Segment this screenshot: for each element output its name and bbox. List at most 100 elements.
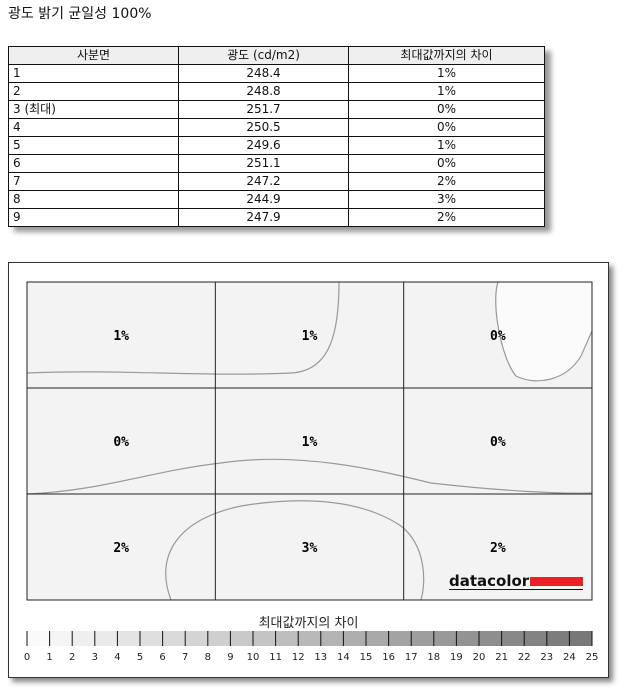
- scale-tick-label: 15: [360, 652, 373, 663]
- scale-tick-label: 10: [247, 652, 260, 663]
- table-row: 1 248.4 1%: [8, 64, 545, 83]
- scale-segment: [366, 631, 390, 646]
- scale-tick-label: 16: [382, 652, 395, 663]
- scale-segment: [140, 631, 164, 646]
- scale-segment: [162, 631, 186, 646]
- table-row: 8 244.9 3%: [8, 190, 545, 209]
- scale-tick-label: 5: [137, 652, 143, 663]
- scale-tick-label: 21: [495, 652, 508, 663]
- scale-tick-label: 0: [24, 652, 30, 663]
- scale-tick-label: 6: [159, 652, 165, 663]
- scale-tick-label: 8: [205, 652, 211, 663]
- scale-segment: [298, 631, 322, 646]
- scale-segment: [27, 631, 51, 646]
- scale-tick-label: 22: [518, 652, 531, 663]
- scale-tick-label: 7: [182, 652, 188, 663]
- difference-cell: 2%: [348, 172, 545, 191]
- heatmap-background: [27, 282, 592, 600]
- page-title: 광도 밝기 균일성 100%: [8, 6, 152, 22]
- scale-segment: [433, 631, 457, 646]
- scale-segment: [320, 631, 344, 646]
- table-row: 5 249.6 1%: [8, 136, 545, 155]
- scale-segment: [207, 631, 231, 646]
- uniformity-heatmap: 1% 1% 0%0% 1% 0%2% 3% 2%0 1 2 3 4 5 6 7 8 9 10 11 12 13 14 15…: [24, 281, 598, 663]
- table-row: 4 250.5 0%: [8, 118, 545, 137]
- scale-segment: [411, 631, 435, 646]
- scale-tick-label: 23: [540, 652, 553, 663]
- difference-cell: 0%: [348, 118, 545, 137]
- luminance-cell: 247.2: [178, 172, 349, 191]
- scale-tick-label: 13: [314, 652, 327, 663]
- cell-value-label: 2%: [490, 541, 506, 556]
- scale-segment: [49, 631, 73, 646]
- header-luminance: 광도 (cd/m2): [178, 46, 349, 65]
- scale-tick-label: 24: [563, 652, 576, 663]
- cell-value-label: 0%: [490, 329, 506, 344]
- quadrant-cell: 8: [8, 190, 179, 209]
- quadrant-cell: 2: [8, 82, 179, 101]
- scale-segment: [253, 631, 277, 646]
- difference-cell: 0%: [348, 100, 545, 119]
- luminance-cell: 248.8: [178, 82, 349, 101]
- scale-segment: [230, 631, 254, 646]
- cell-value-label: 1%: [302, 329, 318, 344]
- quadrant-cell: 9: [8, 208, 179, 227]
- quadrant-cell: 1: [8, 64, 179, 83]
- difference-cell: 1%: [348, 136, 545, 155]
- scale-tick-label: 19: [450, 652, 463, 663]
- luminance-cell: 248.4: [178, 64, 349, 83]
- logo-bar: [530, 577, 584, 586]
- quadrant-cell: 4: [8, 118, 179, 137]
- luminance-cell: 247.9: [178, 208, 349, 227]
- difference-cell: 1%: [348, 64, 545, 83]
- datacolor-logo: datacolor: [449, 572, 584, 590]
- scale-segment: [569, 631, 593, 646]
- scale-tick-label: 11: [269, 652, 282, 663]
- quadrant-cell: 5: [8, 136, 179, 155]
- luminance-cell: 244.9: [178, 190, 349, 209]
- luminance-cell: 251.7: [178, 100, 349, 119]
- scale-tick-label: 12: [292, 652, 305, 663]
- difference-cell: 0%: [348, 154, 545, 173]
- scale-tick-label: 20: [473, 652, 486, 663]
- luminance-cell: 251.1: [178, 154, 349, 173]
- scale-segment: [388, 631, 412, 646]
- difference-cell: 2%: [348, 208, 545, 227]
- quadrant-cell: 3 (최대): [8, 100, 179, 119]
- scale-tick-label: 14: [337, 652, 350, 663]
- legend-title: 최대값까지의 차이: [258, 616, 359, 631]
- table-row: 2 248.8 1%: [8, 82, 545, 101]
- scale-tick-label: 3: [92, 652, 98, 663]
- scale-segment: [479, 631, 503, 646]
- cell-value-label: 1%: [302, 435, 318, 450]
- contour-line: [165, 500, 425, 601]
- scale-tick-label: 4: [114, 652, 120, 663]
- cell-value-label: 3%: [302, 541, 318, 556]
- difference-cell: 3%: [348, 190, 545, 209]
- contour-line: [26, 281, 340, 375]
- luminance-cell: 250.5: [178, 118, 349, 137]
- scale-segment: [185, 631, 209, 646]
- header-difference: 최대값까지의 차이: [348, 46, 545, 65]
- logo-text: datacolor: [449, 572, 530, 590]
- scale-tick-label: 17: [405, 652, 418, 663]
- difference-cell: 1%: [348, 82, 545, 101]
- header-quadrant: 사분면: [8, 46, 179, 65]
- cell-value-label: 0%: [113, 435, 129, 450]
- uniformity-chart-panel: 1% 1% 0% 0% 1% 0% 2% 3% 2% 0 1 2 3 4 5 6 7 8 9 10 11 12 13 14 15…: [8, 262, 609, 678]
- table-header-row: 사분면 광도 (cd/m2) 최대값까지의 차이: [8, 46, 545, 65]
- scale-segment: [524, 631, 548, 646]
- scale-segment: [72, 631, 96, 646]
- contour-line: [26, 458, 593, 495]
- scale-segment: [275, 631, 299, 646]
- scale-segment: [117, 631, 141, 646]
- quadrant-cell: 6: [8, 154, 179, 173]
- scale-tick-label: 1: [46, 652, 52, 663]
- scale-segment: [343, 631, 367, 646]
- table-row: 7 247.2 2%: [8, 172, 545, 191]
- scale-segment: [501, 631, 525, 646]
- scale-segment: [546, 631, 570, 646]
- luminance-cell: 249.6: [178, 136, 349, 155]
- scale-tick-label: 2: [69, 652, 75, 663]
- heatmap-light-region: [495, 282, 592, 381]
